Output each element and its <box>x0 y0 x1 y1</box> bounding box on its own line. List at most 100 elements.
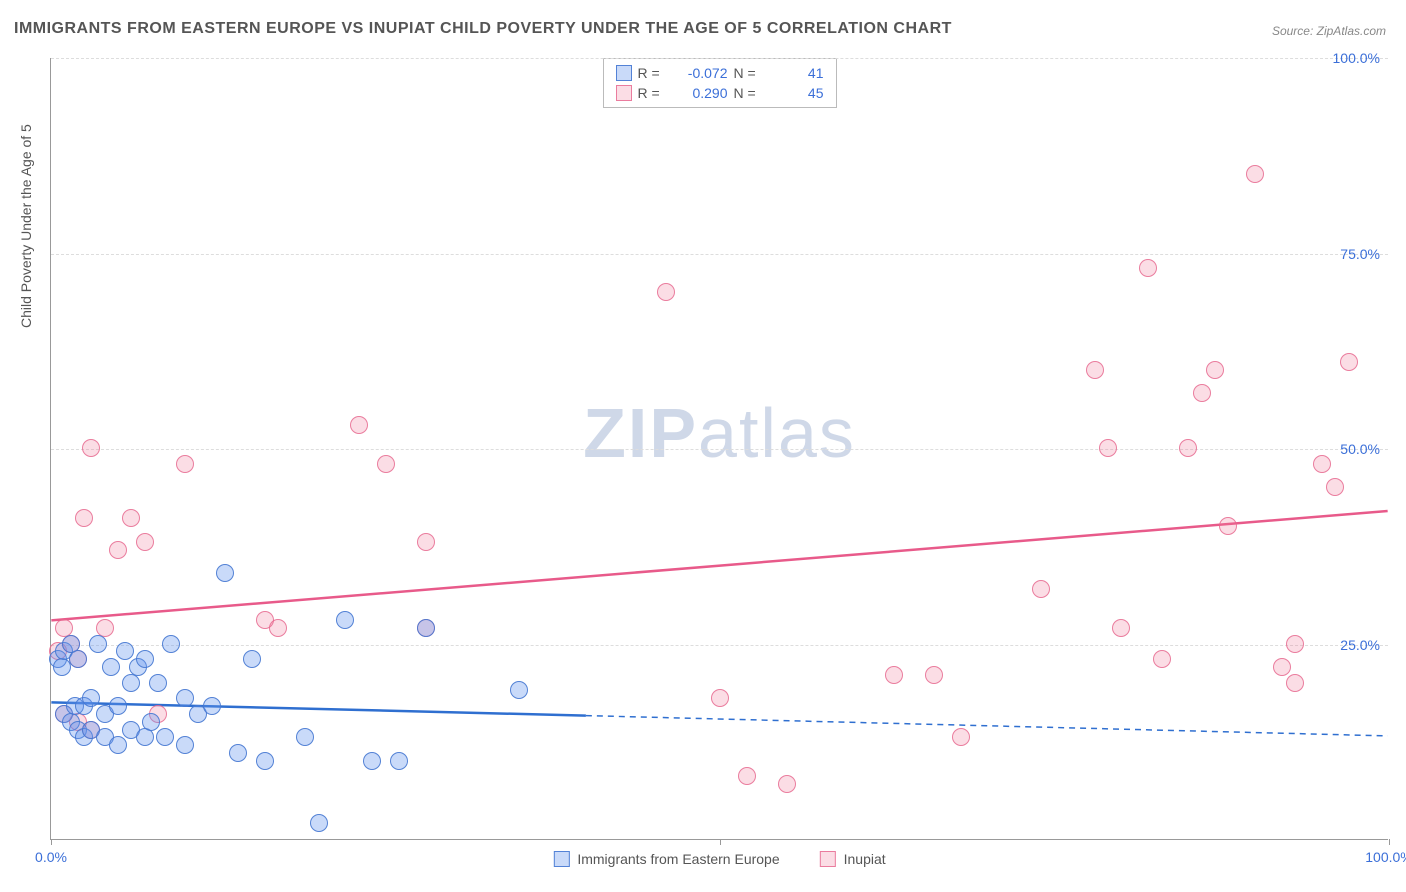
data-point-pink <box>1099 439 1117 457</box>
r-value-pink: 0.290 <box>672 85 728 101</box>
gridline <box>51 58 1388 59</box>
source-attribution: Source: ZipAtlas.com <box>1272 24 1386 38</box>
source-value: ZipAtlas.com <box>1317 24 1386 38</box>
y-tick-label: 75.0% <box>1340 246 1380 262</box>
y-tick-label: 50.0% <box>1340 441 1380 457</box>
y-tick-label: 25.0% <box>1340 637 1380 653</box>
data-point-blue <box>203 697 221 715</box>
data-point-blue <box>176 689 194 707</box>
data-point-pink <box>109 541 127 559</box>
data-point-pink <box>122 509 140 527</box>
data-point-blue <box>336 611 354 629</box>
data-point-pink <box>1340 353 1358 371</box>
data-point-pink <box>1273 658 1291 676</box>
correlation-legend: R = -0.072 N = 41 R = 0.290 N = 45 <box>603 58 837 108</box>
source-label: Source: <box>1272 24 1313 38</box>
data-point-pink <box>738 767 756 785</box>
data-point-blue <box>363 752 381 770</box>
data-point-pink <box>925 666 943 684</box>
data-point-blue <box>136 650 154 668</box>
chart-title: IMMIGRANTS FROM EASTERN EUROPE VS INUPIA… <box>14 20 952 38</box>
data-point-pink <box>1139 259 1157 277</box>
data-point-pink <box>176 455 194 473</box>
data-point-blue <box>310 814 328 832</box>
data-point-pink <box>1286 674 1304 692</box>
data-point-pink <box>417 533 435 551</box>
data-point-blue <box>156 728 174 746</box>
data-point-pink <box>1219 517 1237 535</box>
data-point-pink <box>136 533 154 551</box>
gridline <box>51 254 1388 255</box>
r-label: R = <box>638 85 666 101</box>
trendline-blue <box>51 702 586 715</box>
data-point-pink <box>269 619 287 637</box>
data-point-pink <box>1313 455 1331 473</box>
n-value-pink: 45 <box>768 85 824 101</box>
trendline-blue-extension <box>586 716 1388 736</box>
data-point-blue <box>229 744 247 762</box>
data-point-pink <box>1193 384 1211 402</box>
data-point-blue <box>102 658 120 676</box>
x-tick-label: 100.0% <box>1365 849 1406 865</box>
legend-label-pink: Inupiat <box>844 851 886 867</box>
data-point-pink <box>1286 635 1304 653</box>
r-label: R = <box>638 65 666 81</box>
data-point-blue <box>122 674 140 692</box>
n-label: N = <box>734 85 762 101</box>
data-point-pink <box>1032 580 1050 598</box>
data-point-blue <box>417 619 435 637</box>
n-label: N = <box>734 65 762 81</box>
data-point-blue <box>510 681 528 699</box>
x-tick-mark <box>51 839 52 845</box>
gridline <box>51 645 1388 646</box>
data-point-blue <box>136 728 154 746</box>
watermark: ZIPatlas <box>583 393 856 473</box>
data-point-pink <box>657 283 675 301</box>
watermark-zip: ZIP <box>583 394 698 472</box>
legend-item-blue: Immigrants from Eastern Europe <box>553 851 779 867</box>
data-point-blue <box>162 635 180 653</box>
data-point-blue <box>216 564 234 582</box>
data-point-blue <box>82 689 100 707</box>
n-value-blue: 41 <box>768 65 824 81</box>
swatch-pink <box>820 851 836 867</box>
data-point-blue <box>256 752 274 770</box>
watermark-atlas: atlas <box>698 394 856 472</box>
swatch-blue <box>553 851 569 867</box>
data-point-blue <box>109 736 127 754</box>
y-axis-label: Child Poverty Under the Age of 5 <box>18 124 34 328</box>
data-point-blue <box>116 642 134 660</box>
swatch-blue <box>616 65 632 81</box>
x-tick-mark <box>1389 839 1390 845</box>
data-point-pink <box>1153 650 1171 668</box>
data-point-pink <box>778 775 796 793</box>
series-legend: Immigrants from Eastern Europe Inupiat <box>553 851 885 867</box>
data-point-pink <box>82 439 100 457</box>
swatch-pink <box>616 85 632 101</box>
data-point-pink <box>377 455 395 473</box>
legend-row-pink: R = 0.290 N = 45 <box>616 83 824 103</box>
x-tick-label: 0.0% <box>35 849 67 865</box>
data-point-pink <box>1086 361 1104 379</box>
plot-area: ZIPatlas R = -0.072 N = 41 R = 0.290 N =… <box>50 58 1388 840</box>
data-point-pink <box>350 416 368 434</box>
data-point-blue <box>390 752 408 770</box>
data-point-blue <box>89 635 107 653</box>
data-point-pink <box>1246 165 1264 183</box>
data-point-pink <box>1326 478 1344 496</box>
legend-label-blue: Immigrants from Eastern Europe <box>577 851 779 867</box>
data-point-blue <box>243 650 261 668</box>
data-point-blue <box>142 713 160 731</box>
data-point-blue <box>109 697 127 715</box>
data-point-pink <box>1112 619 1130 637</box>
legend-item-pink: Inupiat <box>820 851 886 867</box>
data-point-blue <box>149 674 167 692</box>
data-point-pink <box>885 666 903 684</box>
data-point-blue <box>69 650 87 668</box>
y-tick-label: 100.0% <box>1333 50 1380 66</box>
data-point-pink <box>711 689 729 707</box>
r-value-blue: -0.072 <box>672 65 728 81</box>
x-tick-mark <box>720 839 721 845</box>
trendline-pink <box>51 511 1387 620</box>
data-point-pink <box>75 509 93 527</box>
